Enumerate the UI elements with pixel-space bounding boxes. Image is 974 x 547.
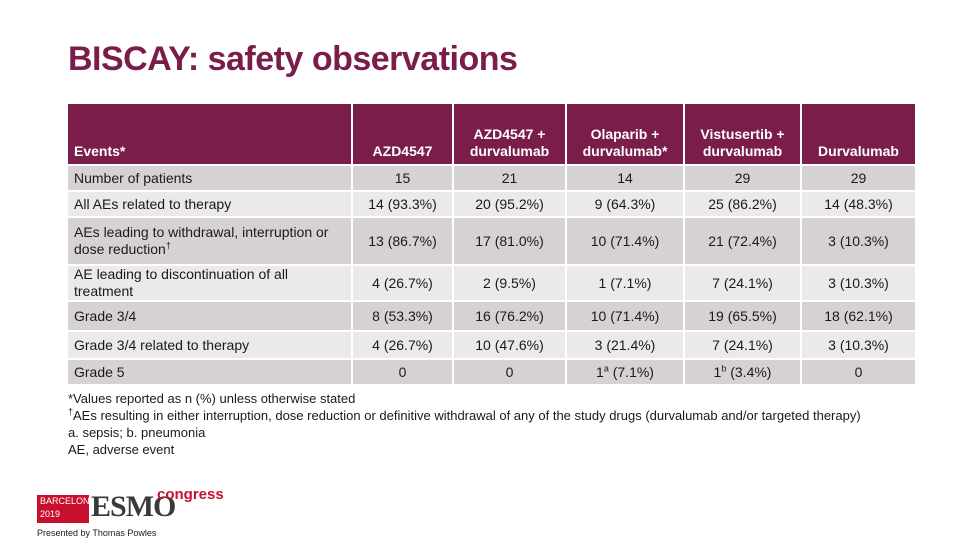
table-cell: 2 (9.5%): [453, 265, 567, 302]
header-vistusertib-durvalumab: Vistusertib + durvalumab: [684, 104, 802, 166]
table-row: All AEs related to therapy 14 (93.3%) 20 (…: [68, 191, 917, 218]
logo-brand: ESMO: [91, 490, 176, 523]
table-cell: 0: [801, 359, 917, 386]
table-cell: 21: [453, 165, 567, 192]
table-cell: 3 (10.3%): [801, 217, 917, 266]
table-cell: 17 (81.0%): [453, 217, 567, 266]
header-events: Events*: [68, 104, 353, 166]
safety-table: Events* AZD4547 AZD4547 + durvalumab Olap…: [68, 104, 917, 386]
row-label: AE leading to discontinuation of all tre…: [68, 265, 353, 302]
table-cell: 1b (3.4%): [684, 359, 802, 386]
table-cell: 1 (7.1%): [566, 265, 685, 302]
logo-congress: congress: [157, 486, 224, 503]
table-cell: 7 (24.1%): [684, 331, 802, 360]
table-row: Number of patients 15 21 14 29 29: [68, 165, 917, 192]
table-cell: 21 (72.4%): [684, 217, 802, 266]
table-cell: 9 (64.3%): [566, 191, 685, 218]
footnote: †AEs resulting in either interruption, d…: [68, 406, 861, 423]
row-label: AEs leading to withdrawal, interruption …: [68, 217, 353, 266]
table-cell: 14 (93.3%): [352, 191, 454, 218]
table-cell: 10 (71.4%): [566, 217, 685, 266]
table-cell: 3 (10.3%): [801, 265, 917, 302]
footnote: *Values reported as n (%) unless otherwi…: [68, 391, 356, 406]
table-cell: 15: [352, 165, 454, 192]
table-cell: 29: [684, 165, 802, 192]
table-header-row: Events* AZD4547 AZD4547 + durvalumab Olap…: [68, 104, 917, 166]
table-cell: 4 (26.7%): [352, 331, 454, 360]
table-cell: 10 (47.6%): [453, 331, 567, 360]
table-cell: 4 (26.7%): [352, 265, 454, 302]
table-cell: 20 (95.2%): [453, 191, 567, 218]
table-row: AEs leading to withdrawal, interruption …: [68, 217, 917, 266]
footnote: AE, adverse event: [68, 442, 175, 457]
header-olaparib-durvalumab: Olaparib + durvalumab*: [566, 104, 685, 166]
table-cell: 1a (7.1%): [566, 359, 685, 386]
header-durvalumab: Durvalumab: [801, 104, 917, 166]
footnote: a. sepsis; b. pneumonia: [68, 425, 206, 440]
table-row: Grade 5 0 0 1a (7.1%) 1b (3.4%) 0: [68, 359, 917, 386]
table-cell: 0: [453, 359, 567, 386]
header-azd4547-durvalumab: AZD4547 + durvalumab: [453, 104, 567, 166]
row-label: Grade 5: [68, 359, 353, 386]
table-cell: 25 (86.2%): [684, 191, 802, 218]
logo-city-badge: BARCELONA 2019: [37, 495, 96, 523]
footnotes: *Values reported as n (%) unless otherwi…: [68, 390, 861, 458]
row-label: Number of patients: [68, 165, 353, 192]
table-cell: 10 (71.4%): [566, 301, 685, 332]
table-cell: 29: [801, 165, 917, 192]
slide-title: BISCAY: safety observations: [68, 40, 518, 78]
table-cell: 8 (53.3%): [352, 301, 454, 332]
row-label: Grade 3/4: [68, 301, 353, 332]
table-row: Grade 3/4 8 (53.3%) 16 (76.2%) 10 (71.4%) 19…: [68, 301, 917, 332]
esmo-congress-logo: BARCELONA 2019 ESMO congress: [37, 486, 237, 524]
table-cell: 14 (48.3%): [801, 191, 917, 218]
table-cell: 3 (21.4%): [566, 331, 685, 360]
table-cell: 16 (76.2%): [453, 301, 567, 332]
table-row: AE leading to discontinuation of all tre…: [68, 265, 917, 302]
table-cell: 13 (86.7%): [352, 217, 454, 266]
table-row: Grade 3/4 related to therapy 4 (26.7%) 10 …: [68, 331, 917, 360]
header-azd4547: AZD4547: [352, 104, 454, 166]
row-label: Grade 3/4 related to therapy: [68, 331, 353, 360]
table-cell: 19 (65.5%): [684, 301, 802, 332]
table-cell: 7 (24.1%): [684, 265, 802, 302]
table-cell: 18 (62.1%): [801, 301, 917, 332]
presenter-credit: Presented by Thomas Powles: [37, 528, 157, 538]
row-label: All AEs related to therapy: [68, 191, 353, 218]
table-cell: 14: [566, 165, 685, 192]
table-cell: 0: [352, 359, 454, 386]
table-cell: 3 (10.3%): [801, 331, 917, 360]
